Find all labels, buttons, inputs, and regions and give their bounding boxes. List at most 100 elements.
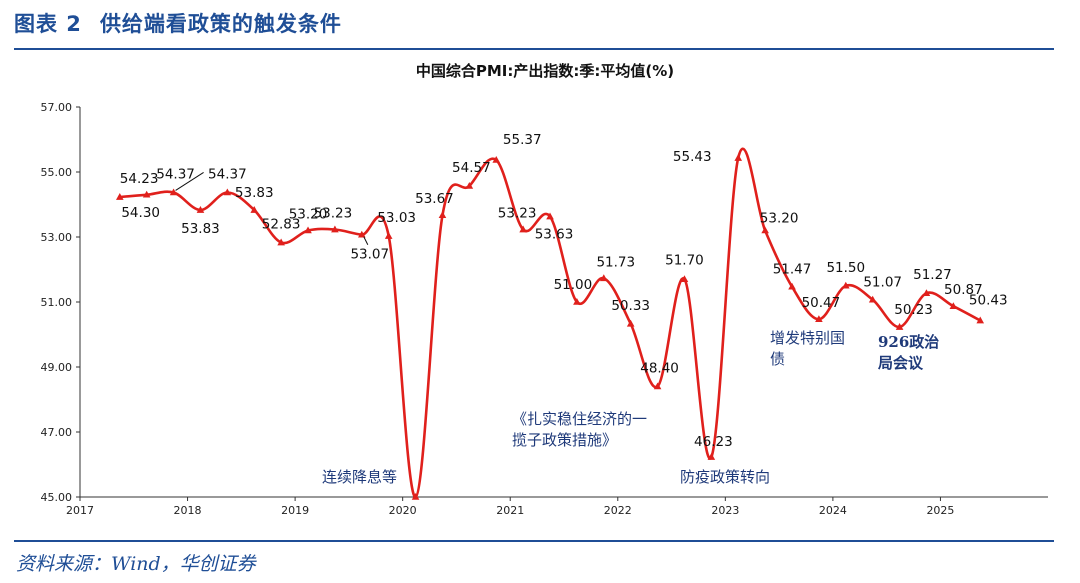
data-point-marker	[895, 323, 904, 330]
data-label: 54.30	[121, 205, 160, 221]
data-label: 51.07	[863, 275, 902, 291]
x-tick-label: 2024	[819, 504, 847, 517]
data-point-marker	[761, 226, 769, 234]
chart-title: 中国综合PMI:产出指数:季:平均值(%)	[416, 62, 674, 80]
data-point-marker	[331, 225, 339, 233]
data-label: 53.20	[289, 207, 328, 223]
data-label: 53.03	[377, 210, 416, 226]
data-label: 53.83	[181, 221, 220, 237]
data-point-marker	[169, 188, 178, 196]
series-line	[119, 147, 981, 499]
data-point-marker	[492, 155, 501, 163]
x-tick-label: 2023	[711, 504, 739, 517]
y-tick-label: 57.00	[41, 101, 73, 114]
data-label: 55.43	[673, 149, 712, 165]
data-label: 53.07	[350, 247, 389, 263]
data-point-marker	[680, 275, 689, 283]
label-leader-line	[175, 172, 204, 191]
data-point-marker	[922, 289, 931, 297]
data-point-marker	[788, 282, 796, 290]
data-label: 50.43	[969, 293, 1008, 309]
annotation-text: 926政治	[878, 333, 939, 351]
data-point-marker	[546, 212, 554, 220]
data-point-marker	[142, 190, 151, 198]
figure-label: 图表 2	[14, 12, 82, 36]
data-point-marker	[196, 206, 205, 213]
annotation-text: 揽子政策措施》	[512, 431, 617, 449]
data-label: 50.23	[894, 302, 933, 318]
data-point-marker	[976, 316, 985, 324]
data-point-marker	[949, 302, 958, 310]
data-label: 53.67	[415, 191, 454, 207]
data-point-marker	[626, 319, 635, 327]
data-label: 53.83	[235, 185, 274, 201]
data-label: 52.83	[262, 217, 301, 233]
data-label: 51.00	[554, 277, 593, 293]
data-point-marker	[734, 154, 743, 161]
data-point-marker	[304, 226, 312, 234]
annotation-text: 《扎实稳住经济的一	[512, 410, 647, 428]
x-tick-label: 2018	[174, 504, 202, 517]
figure-title: 供给端看政策的触发条件	[99, 12, 342, 36]
header-rule	[14, 48, 1054, 50]
x-tick-label: 2025	[926, 504, 954, 517]
data-point-marker	[411, 493, 420, 500]
y-tick-label: 45.00	[41, 491, 73, 504]
data-point-marker	[841, 281, 850, 289]
data-point-marker	[438, 211, 447, 219]
data-label: 54.37	[156, 166, 195, 182]
footer-rule	[14, 540, 1054, 542]
y-tick-label: 49.00	[41, 361, 73, 374]
y-tick-label: 53.00	[41, 231, 73, 244]
data-point-marker	[815, 315, 823, 323]
data-point-marker	[223, 188, 232, 196]
data-point-marker	[250, 206, 259, 213]
data-label: 54.37	[208, 166, 247, 182]
y-tick-label: 55.00	[41, 166, 73, 179]
data-point-marker	[465, 181, 474, 189]
data-label: 51.70	[665, 252, 704, 268]
x-tick-label: 2019	[281, 504, 309, 517]
data-point-marker	[519, 225, 527, 233]
x-tick-label: 2017	[66, 504, 94, 517]
annotation-text: 防疫政策转向	[680, 468, 770, 486]
data-label: 50.33	[611, 298, 650, 314]
data-point-marker	[384, 232, 393, 239]
data-label: 51.50	[826, 260, 865, 276]
data-point-marker	[599, 274, 608, 282]
annotation-text: 局会议	[877, 354, 924, 372]
figure-header: 图表 2 供给端看政策的触发条件	[14, 8, 342, 38]
data-label: 50.87	[944, 282, 983, 298]
label-leader-line	[363, 236, 369, 245]
data-point-marker	[277, 238, 285, 246]
data-label: 54.23	[120, 171, 159, 187]
x-tick-label: 2022	[604, 504, 632, 517]
data-point-marker	[707, 453, 716, 460]
data-point-marker	[653, 382, 662, 390]
annotation-text: 增发特别国	[770, 329, 845, 347]
data-label: 51.27	[913, 267, 952, 283]
data-label: 53.23	[314, 206, 353, 222]
data-point-marker	[115, 193, 124, 200]
data-label: 53.63	[535, 227, 574, 243]
data-label: 55.37	[503, 132, 542, 148]
data-label: 48.40	[640, 361, 679, 377]
data-label: 50.47	[802, 295, 841, 311]
y-tick-label: 51.00	[41, 296, 73, 309]
data-label: 54.57	[452, 160, 491, 176]
data-label: 53.23	[498, 206, 537, 222]
data-label: 51.47	[773, 262, 812, 278]
data-point-marker	[868, 295, 877, 303]
annotation-text: 连续降息等	[322, 468, 397, 486]
data-label: 51.73	[596, 254, 635, 270]
data-label: 46.23	[694, 434, 733, 450]
data-label: 53.20	[760, 211, 799, 227]
x-tick-label: 2020	[389, 504, 417, 517]
source-note: 资料来源：Wind，华创证券	[16, 553, 256, 575]
data-point-marker	[573, 298, 581, 305]
data-point-marker	[357, 230, 366, 238]
x-tick-label: 2021	[496, 504, 524, 517]
annotation-text: 债	[770, 350, 785, 368]
y-tick-label: 47.00	[41, 426, 73, 439]
